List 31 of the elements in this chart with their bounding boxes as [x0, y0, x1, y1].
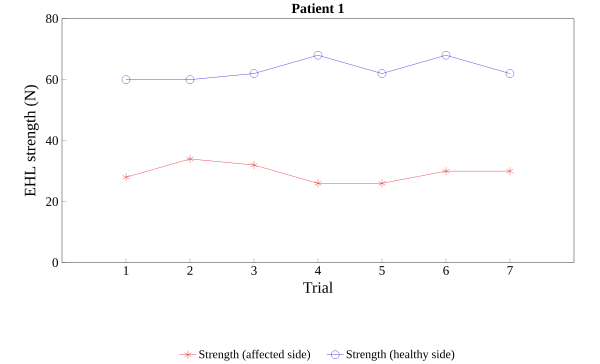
x-tick-label: 1 [124, 266, 128, 275]
x-tick-label: 2 [187, 266, 193, 275]
x-tick-label: 7 [508, 266, 513, 275]
point [250, 161, 258, 170]
x-axis-title: Trial [303, 282, 333, 294]
point [314, 51, 322, 60]
point [122, 173, 130, 182]
y-tick-label: 20 [46, 197, 58, 206]
point [250, 70, 258, 78]
point [442, 167, 450, 176]
point [122, 76, 130, 84]
x-tick-label: 4 [315, 266, 322, 275]
chart-title: Patient 1 [292, 3, 344, 14]
y-tick-label: 0 [52, 258, 58, 268]
point [378, 179, 386, 188]
point [378, 70, 386, 78]
point [506, 167, 514, 176]
x-tick-label: 6 [443, 266, 449, 276]
y-axis-title: EHL strength (N) [24, 85, 39, 197]
y-tick-label: 60 [46, 75, 58, 84]
point [186, 154, 194, 164]
point [314, 179, 322, 188]
point [186, 76, 194, 84]
legend-label: Strength (affected side) [199, 350, 310, 361]
point [442, 51, 450, 60]
x-tick-label: 5 [380, 266, 385, 275]
y-tick-label: 40 [46, 136, 58, 146]
y-tick-label: 80 [46, 14, 58, 24]
legend-label: Strength (healthy side) [346, 350, 454, 361]
x-tick-label: 3 [251, 266, 257, 276]
point [506, 70, 514, 78]
